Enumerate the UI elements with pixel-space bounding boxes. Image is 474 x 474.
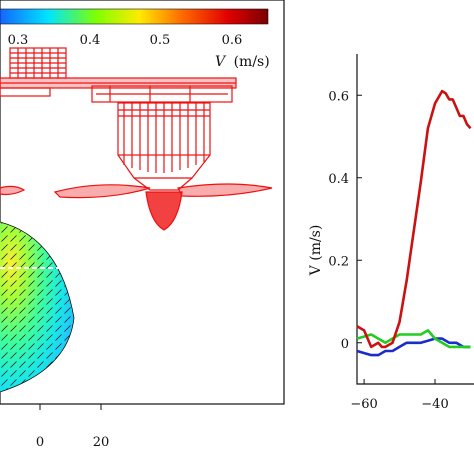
colorbar-label-var: V <box>215 54 227 70</box>
series-line <box>356 329 471 349</box>
chart-series <box>356 89 472 357</box>
left-x-tick-label: 0 <box>36 435 44 450</box>
y-tick-label: 0.6 <box>328 89 349 104</box>
left-x-tick-mark <box>39 404 102 410</box>
x-tick-label: −40 <box>421 397 448 412</box>
colorbar-bar <box>0 8 269 25</box>
colorbar-tick-label: 0.5 <box>150 33 171 48</box>
y-axis-label: V (m/s) <box>308 225 324 277</box>
series-line <box>356 337 471 357</box>
series-line <box>356 89 472 349</box>
colorbar-tick-label: 0.3 <box>8 33 29 48</box>
y-tick-label: 0 <box>341 337 349 352</box>
colorbar-label: V (m/s) <box>215 54 270 70</box>
y-tick-label: 0.2 <box>328 254 349 269</box>
left-x-tick-label: 20 <box>93 435 110 450</box>
x-tick-label: −60 <box>350 397 377 412</box>
x-axis-ticks: −60 −40 <box>350 379 449 412</box>
y-axis-ticks: 0 0.2 0.4 0.6 <box>328 89 362 352</box>
colorbar-label-unit: (m/s) <box>234 54 270 70</box>
colorbar-tick-label: 0.4 <box>80 33 101 48</box>
y-tick-label: 0.4 <box>328 172 349 187</box>
left-panel: 0.3 0.4 0.5 0.6 V (m/s) <box>0 0 285 405</box>
impeller-drawing <box>0 47 273 231</box>
line-chart: V (m/s) 0 0.2 0.4 0.6 −60 −40 <box>308 54 474 412</box>
colorbar-tick-label: 0.6 <box>222 33 243 48</box>
